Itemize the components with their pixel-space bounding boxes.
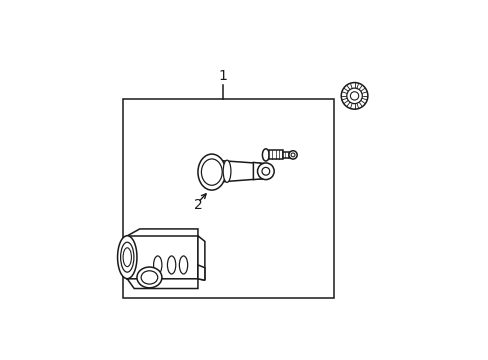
Circle shape: [346, 88, 362, 104]
Circle shape: [257, 163, 274, 180]
Ellipse shape: [198, 154, 225, 190]
Polygon shape: [198, 236, 204, 280]
Ellipse shape: [123, 248, 131, 267]
Ellipse shape: [179, 256, 187, 274]
Circle shape: [290, 153, 294, 157]
Circle shape: [341, 82, 367, 109]
Ellipse shape: [201, 159, 222, 185]
Polygon shape: [198, 265, 204, 280]
Polygon shape: [253, 162, 265, 180]
Text: 1: 1: [218, 69, 227, 84]
Polygon shape: [127, 279, 198, 288]
Circle shape: [262, 167, 269, 175]
Polygon shape: [214, 160, 265, 183]
Ellipse shape: [117, 236, 137, 279]
Ellipse shape: [153, 256, 162, 274]
Polygon shape: [127, 229, 198, 242]
Bar: [268, 150, 283, 159]
Ellipse shape: [223, 160, 230, 183]
Ellipse shape: [121, 242, 134, 272]
Ellipse shape: [262, 149, 269, 161]
Text: 2: 2: [193, 198, 202, 212]
Ellipse shape: [167, 256, 175, 274]
Bar: [123, 99, 333, 298]
Ellipse shape: [141, 271, 158, 284]
Circle shape: [288, 151, 297, 159]
Polygon shape: [127, 236, 198, 279]
Ellipse shape: [137, 267, 162, 288]
Bar: [283, 152, 292, 158]
Circle shape: [350, 92, 358, 100]
